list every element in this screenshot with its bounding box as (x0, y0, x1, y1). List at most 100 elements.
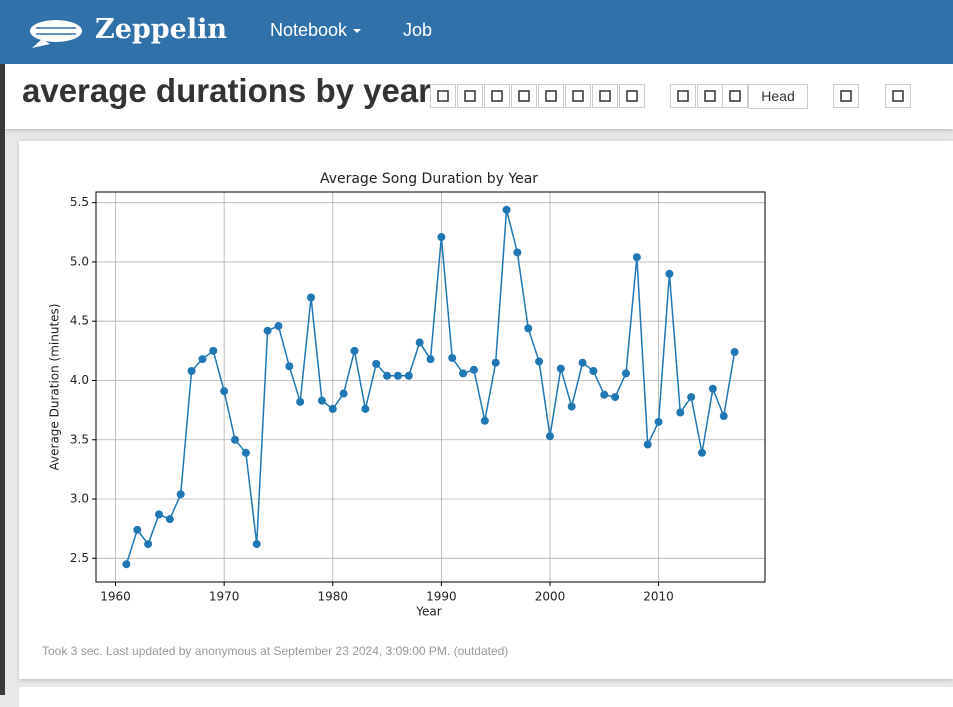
data-point (133, 525, 142, 534)
notebook-title[interactable]: average durations by year (22, 72, 432, 109)
data-point (665, 269, 674, 278)
data-point (415, 338, 424, 347)
x-tick-label: 1960 (100, 590, 131, 604)
paragraph (19, 687, 953, 707)
data-point (404, 371, 413, 380)
data-point (708, 384, 717, 393)
data-point (187, 366, 196, 375)
data-point (654, 417, 663, 426)
data-point (535, 357, 544, 366)
data-point (296, 397, 305, 406)
data-point (231, 435, 240, 444)
toolbar-button[interactable] (722, 84, 748, 108)
data-point (556, 364, 565, 373)
data-point (469, 365, 478, 374)
data-point (578, 358, 587, 367)
x-tick-label: 2010 (643, 590, 674, 604)
toolbar-button[interactable] (833, 84, 859, 108)
data-point (491, 358, 500, 367)
data-point (611, 393, 620, 402)
data-point (524, 324, 533, 333)
data-point (502, 205, 511, 214)
logo[interactable] (22, 14, 84, 52)
y-tick-label: 3.0 (70, 492, 89, 506)
y-tick-label: 2.5 (70, 551, 89, 565)
x-tick-label: 1970 (209, 590, 240, 604)
data-point (122, 560, 131, 569)
nav-label[interactable]: Notebook (270, 20, 348, 40)
nav-notebook[interactable]: Notebook (270, 20, 362, 41)
toolbar-button[interactable] (565, 84, 591, 108)
data-point (589, 366, 598, 375)
data-point (198, 355, 207, 364)
data-point (459, 369, 468, 378)
toolbar-button[interactable] (430, 84, 456, 108)
data-point (676, 408, 685, 417)
data-point (317, 396, 326, 405)
paragraph-status: Took 3 sec. Last updated by anonymous at… (42, 644, 509, 658)
data-point (545, 432, 554, 441)
toolbar-button[interactable] (619, 84, 645, 108)
data-point (176, 490, 185, 499)
toolbar-button[interactable] (457, 84, 483, 108)
toolbar-button[interactable] (511, 84, 537, 108)
data-point (165, 515, 174, 524)
data-point (274, 321, 283, 330)
data-point (263, 326, 272, 335)
y-tick-label: 4.0 (70, 373, 89, 387)
data-point (252, 540, 261, 549)
data-point (687, 393, 696, 402)
data-point (361, 404, 370, 413)
nav-job[interactable]: Job (403, 20, 433, 40)
plot-frame (95, 191, 766, 583)
data-point (285, 362, 294, 371)
data-point (154, 510, 163, 519)
data-point (643, 440, 652, 449)
y-tick-label: 4.5 (70, 314, 89, 328)
toolbar-button[interactable] (885, 84, 911, 108)
data-point (730, 348, 739, 357)
navbar (0, 0, 953, 64)
y-tick-label: 5.5 (70, 195, 89, 209)
data-point (209, 346, 218, 355)
toolbar-button[interactable] (592, 84, 618, 108)
x-tick-label: 1990 (426, 590, 457, 604)
y-axis-label: Average Duration (minutes) (48, 304, 62, 471)
brand[interactable]: Zeppelin (95, 14, 227, 45)
data-point (719, 412, 728, 421)
toolbar-button[interactable] (670, 84, 696, 108)
data-point (393, 371, 402, 380)
data-point (372, 359, 381, 368)
data-point (241, 448, 250, 457)
data-point (632, 253, 641, 262)
data-point (448, 353, 457, 362)
data-point (328, 404, 337, 413)
toolbar-button[interactable] (697, 84, 723, 108)
data-point (621, 369, 630, 378)
data-point (426, 355, 435, 364)
plot-area (96, 192, 765, 582)
toolbar-button[interactable] (538, 84, 564, 108)
data-point (144, 540, 153, 549)
chart-title: Average Song Duration by Year (320, 171, 538, 187)
y-tick-label: 3.5 (70, 432, 89, 446)
data-point (567, 402, 576, 411)
x-tick-label: 2000 (535, 590, 566, 604)
data-point (307, 293, 316, 302)
data-point (480, 416, 489, 425)
data-point (383, 371, 392, 380)
data-point (437, 233, 446, 242)
data-point (350, 346, 359, 355)
data-point (513, 248, 522, 257)
y-tick-label: 5.0 (70, 254, 89, 268)
chart: Average Song Duration by Year Year Avera… (48, 171, 766, 619)
display-mode-button[interactable]: Head (748, 84, 808, 109)
side-edge (0, 64, 5, 695)
data-point (698, 448, 707, 457)
data-point (339, 389, 348, 398)
toolbar-button[interactable] (484, 84, 510, 108)
data-point (220, 387, 229, 396)
x-axis-label: Year (415, 605, 441, 619)
data-point (600, 390, 609, 399)
